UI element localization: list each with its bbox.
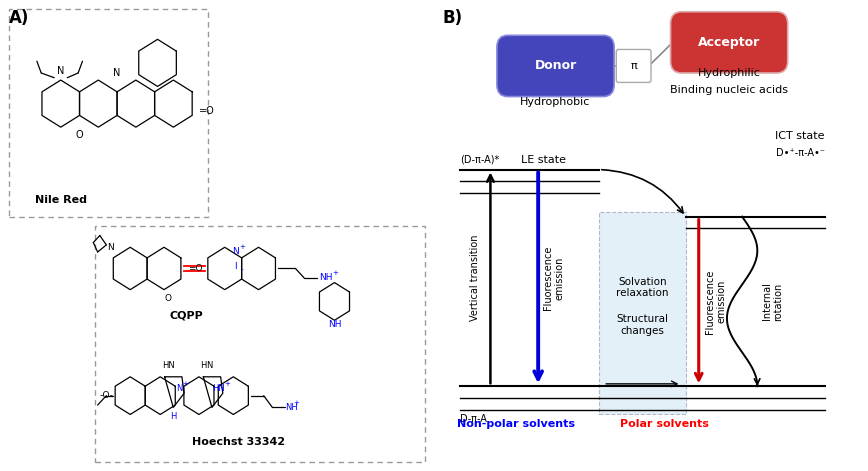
Text: D•⁺-π-A•⁻: D•⁺-π-A•⁻: [776, 148, 825, 158]
Text: NH: NH: [286, 403, 298, 412]
Text: Hydrophobic: Hydrophobic: [520, 97, 591, 106]
Text: π: π: [630, 61, 637, 71]
Text: O: O: [76, 130, 83, 139]
Text: A): A): [9, 9, 29, 27]
Text: HN: HN: [212, 384, 225, 393]
Text: Hydrophilic: Hydrophilic: [698, 68, 760, 78]
Text: Polar solvents: Polar solvents: [620, 419, 708, 429]
Text: N: N: [57, 66, 64, 76]
FancyBboxPatch shape: [670, 12, 788, 73]
Text: Structural
changes: Structural changes: [616, 314, 668, 336]
Text: Solvation
relaxation: Solvation relaxation: [616, 276, 668, 298]
Text: NH: NH: [328, 320, 341, 329]
Text: Binding nucleic acids: Binding nucleic acids: [670, 85, 788, 95]
Text: +: +: [224, 381, 230, 387]
Text: Nile Red: Nile Red: [35, 195, 87, 205]
Text: +: +: [293, 400, 299, 406]
FancyBboxPatch shape: [496, 35, 615, 97]
Text: NH: NH: [319, 273, 332, 283]
Text: ICT state: ICT state: [775, 131, 825, 141]
Text: N: N: [114, 68, 121, 78]
Text: H: H: [170, 412, 176, 421]
Text: N: N: [108, 243, 114, 252]
Text: +: +: [332, 270, 339, 276]
Text: N: N: [233, 247, 239, 257]
Text: Vertical transition: Vertical transition: [470, 235, 480, 321]
Text: D-π-A: D-π-A: [460, 414, 487, 424]
Text: I: I: [234, 261, 237, 271]
Text: Donor: Donor: [535, 59, 576, 73]
Text: +: +: [240, 244, 245, 250]
Bar: [599, 212, 686, 414]
Text: Hoechst 33342: Hoechst 33342: [192, 438, 286, 447]
Text: Fluorescence
emission: Fluorescence emission: [542, 246, 564, 310]
Text: H: H: [201, 361, 207, 370]
Text: Non-polar solvents: Non-polar solvents: [457, 419, 575, 429]
Text: N: N: [207, 361, 213, 370]
Text: Fluorescence
emission: Fluorescence emission: [706, 269, 727, 333]
Text: B): B): [443, 9, 463, 27]
Text: =O: =O: [200, 106, 215, 116]
Text: (D-π-A)*: (D-π-A)*: [460, 155, 499, 165]
Text: N: N: [176, 384, 183, 393]
Text: CQPP: CQPP: [170, 310, 203, 320]
Text: HN: HN: [162, 361, 175, 370]
Text: LE state: LE state: [521, 155, 566, 165]
Text: +: +: [182, 381, 188, 387]
Text: =O: =O: [187, 264, 202, 273]
Text: Internal
rotation: Internal rotation: [762, 282, 783, 321]
FancyBboxPatch shape: [616, 49, 651, 82]
Text: Acceptor: Acceptor: [698, 36, 760, 49]
Text: -O-: -O-: [99, 391, 114, 400]
Text: O: O: [165, 294, 172, 303]
Text: ⁻: ⁻: [240, 266, 244, 276]
